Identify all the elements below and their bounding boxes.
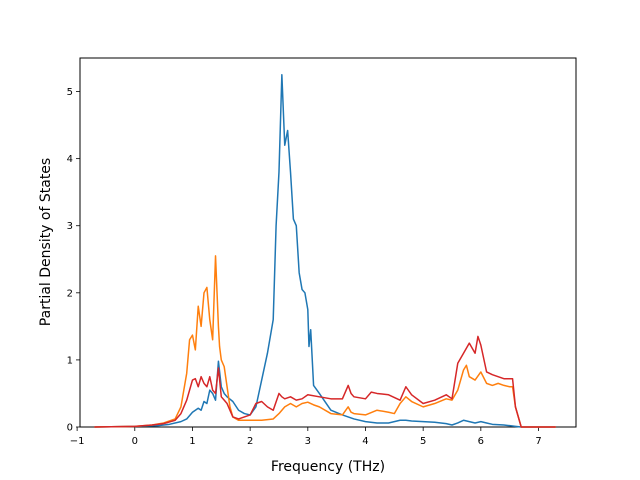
series-lines: [94, 74, 556, 428]
y-axis-ticks: 0 1 2 3 4 5: [67, 87, 80, 434]
plot-frame: [79, 57, 577, 428]
y-tick-label: 1: [67, 355, 73, 366]
x-axis-ticks: −1 0 1 2 3 4 5 6 7: [70, 427, 542, 447]
x-tick-label: 2: [247, 436, 253, 447]
series-line-2: [94, 255, 556, 428]
y-tick-label: 0: [67, 423, 73, 434]
x-tick-label: 4: [362, 436, 368, 447]
x-axis-label: Frequency (THz): [271, 459, 385, 475]
x-tick-label: 1: [189, 436, 195, 447]
x-tick-label: 5: [420, 436, 426, 447]
x-tick-label: 6: [478, 436, 484, 447]
x-tick-label: −1: [70, 436, 85, 447]
y-tick-label: 3: [67, 221, 73, 232]
y-axis-label: Partial Density of States: [38, 158, 54, 326]
y-tick-label: 2: [67, 288, 73, 299]
y-tick-label: 4: [67, 154, 73, 165]
x-tick-label: 7: [535, 436, 541, 447]
y-tick-label: 5: [67, 87, 73, 98]
series-line-1: [94, 74, 556, 428]
x-tick-label: 3: [305, 436, 311, 447]
x-tick-label: 0: [132, 436, 138, 447]
series-line-3: [94, 335, 556, 428]
